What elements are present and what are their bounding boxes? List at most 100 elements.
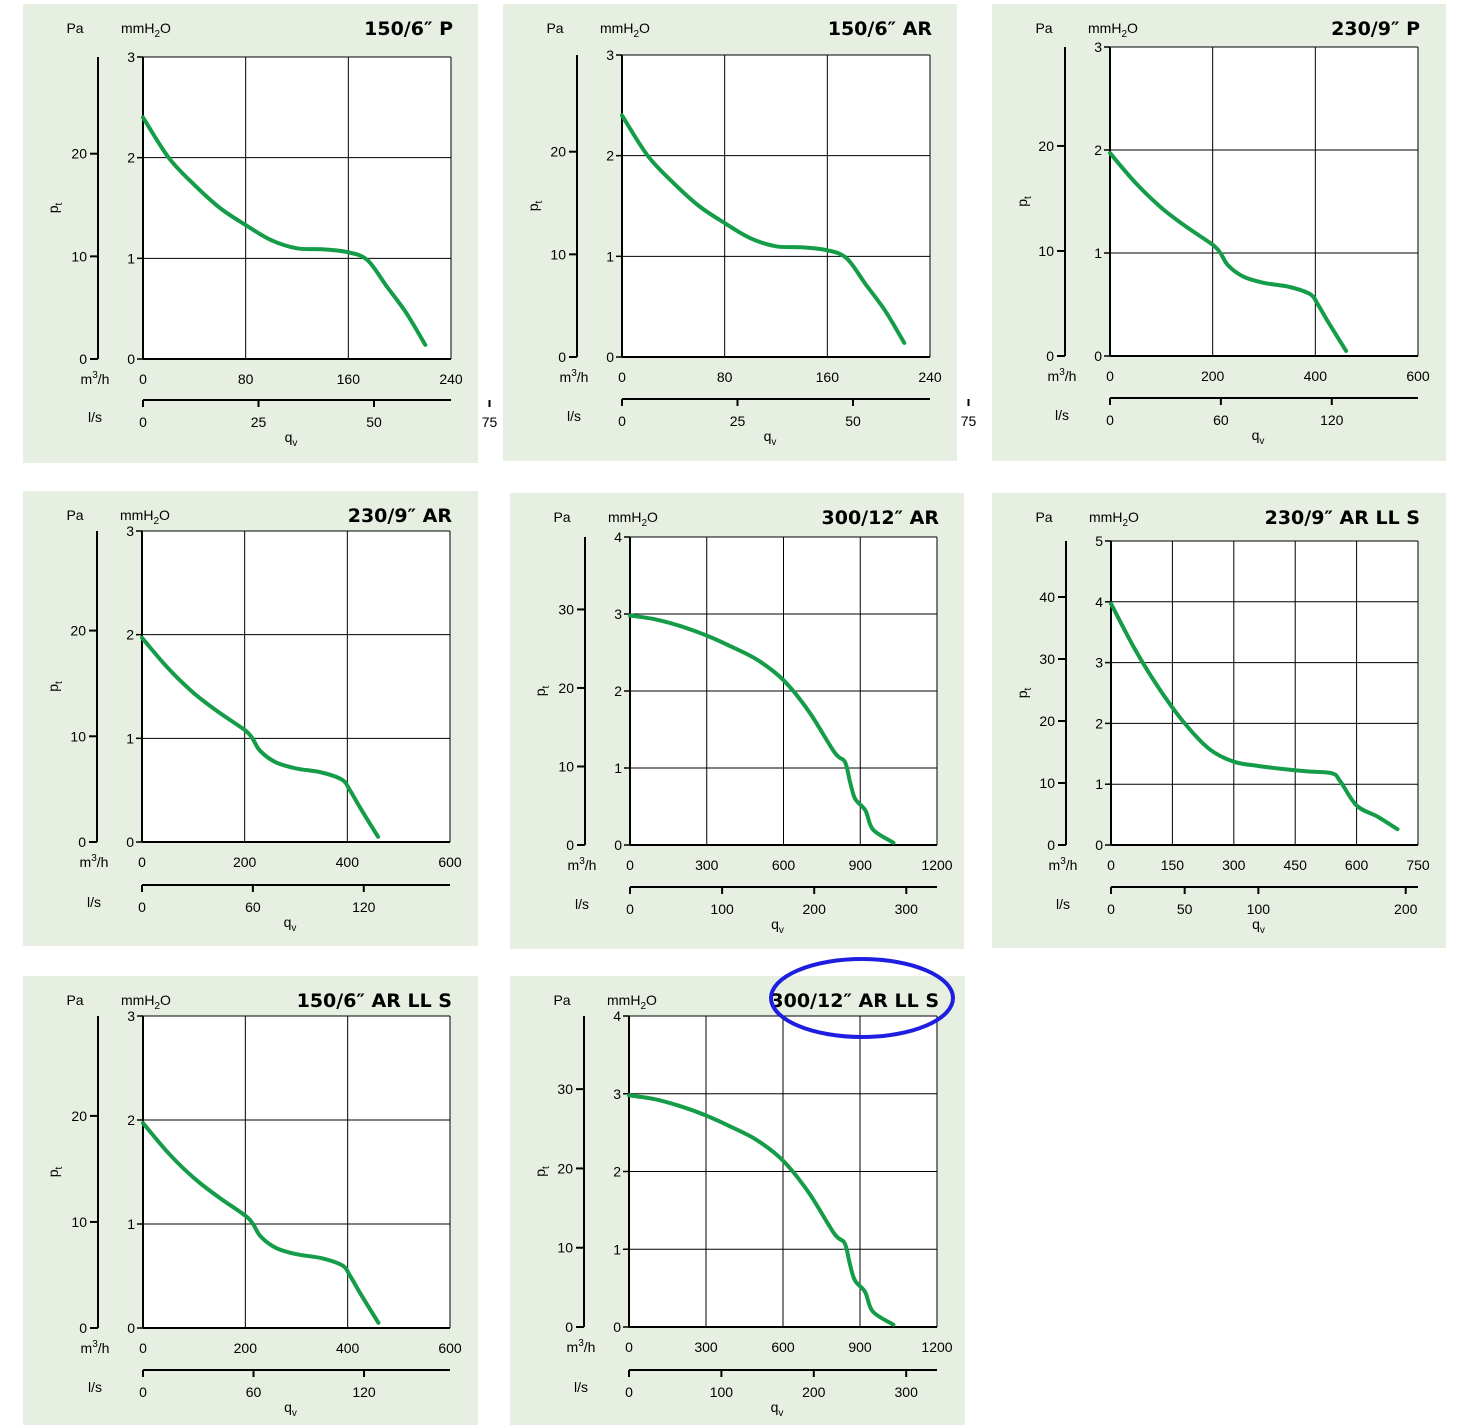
x-tick-label-m3h: 0 <box>139 371 147 387</box>
y-tick-label-mmh2o: 0 <box>126 834 134 850</box>
pa-tick-label: 40 <box>1039 589 1055 605</box>
qv-axis-label: qv <box>284 1399 297 1419</box>
m3h-unit-label: m3/h <box>567 1338 596 1355</box>
performance-curve <box>620 113 907 345</box>
ls-tick-label: 0 <box>618 413 626 429</box>
ls-tick-label: 60 <box>246 1384 262 1400</box>
x-tick-label-m3h: 150 <box>1161 857 1185 873</box>
performance-curve <box>1109 601 1400 832</box>
x-tick-label-m3h: 200 <box>233 854 257 870</box>
x-tick-label-m3h: 0 <box>1106 368 1114 384</box>
x-tick-label-m3h: 80 <box>717 369 733 385</box>
chart-title: 230/9″ P <box>1331 18 1420 40</box>
y-tick-label-mmh2o: 1 <box>613 1241 621 1257</box>
ls-tick-label: 200 <box>803 901 827 917</box>
mmh2o-unit-label: mmH2O <box>121 20 171 40</box>
chart-panel: 0 1 2 3 0 10 20 0 80 160 240 0 25 50 75 Pa mmH2O m3/h l/s q… <box>503 4 976 461</box>
pt-axis-label: pt <box>525 200 545 211</box>
pa-tick-label: 10 <box>550 246 566 262</box>
x-tick-label-m3h: 600 <box>771 1339 795 1355</box>
chart-title: 230/9″ AR LL S <box>1265 507 1420 529</box>
qv-axis-label: qv <box>771 1399 784 1419</box>
pt-axis-label: pt <box>532 1166 552 1177</box>
x-tick-label-m3h: 600 <box>438 1340 462 1356</box>
pa-tick-label: 30 <box>557 1081 573 1097</box>
qv-axis-label: qv <box>764 428 777 448</box>
pa-unit-label: Pa <box>66 992 83 1008</box>
pa-unit-label: Pa <box>1035 509 1052 525</box>
chart-title: 230/9″ AR <box>348 505 453 527</box>
x-tick-label-m3h: 600 <box>772 857 796 873</box>
y-tick-label-mmh2o: 4 <box>1095 594 1103 610</box>
chart-title: 300/12″ AR LL S <box>770 990 939 1012</box>
plot-area <box>143 1016 450 1328</box>
x-tick-label-m3h: 450 <box>1284 857 1308 873</box>
ls-tick-label: 75 <box>482 414 498 430</box>
ls-tick-label: 100 <box>1247 901 1271 917</box>
plot-area <box>1110 47 1418 356</box>
ls-tick-label: 0 <box>1106 412 1114 428</box>
plot-area <box>622 55 930 357</box>
chart-title: 150/6″ AR <box>828 18 933 40</box>
m3h-unit-label: m3/h <box>1049 856 1078 873</box>
x-tick-label-m3h: 240 <box>439 371 463 387</box>
y-tick-label-mmh2o: 1 <box>614 760 622 776</box>
qv-axis-label: qv <box>285 429 298 449</box>
chart-title: 300/12″ AR <box>822 507 940 529</box>
ls-tick-label: 300 <box>895 1384 919 1400</box>
y-tick-label-mmh2o: 5 <box>1095 533 1103 549</box>
m3h-unit-label: m3/h <box>568 856 597 873</box>
y-tick-label-mmh2o: 1 <box>1094 245 1102 261</box>
y-tick-label-mmh2o: 1 <box>126 730 134 746</box>
pt-axis-label: pt <box>532 685 552 696</box>
x-tick-label-m3h: 400 <box>1304 368 1328 384</box>
ls-tick-label: 200 <box>802 1384 826 1400</box>
y-tick-label-mmh2o: 2 <box>613 1164 621 1180</box>
pa-tick-label: 20 <box>550 144 566 160</box>
ls-unit-label: l/s <box>87 894 101 910</box>
x-tick-label-m3h: 400 <box>336 854 360 870</box>
pa-unit-label: Pa <box>546 20 563 36</box>
x-tick-label-m3h: 0 <box>138 854 146 870</box>
y-tick-label-mmh2o: 2 <box>614 683 622 699</box>
ls-unit-label: l/s <box>1055 407 1069 423</box>
mmh2o-unit-label: mmH2O <box>121 992 171 1012</box>
x-tick-label-m3h: 600 <box>438 854 462 870</box>
qv-axis-label: qv <box>1252 916 1265 936</box>
pa-unit-label: Pa <box>553 509 570 525</box>
pa-unit-label: Pa <box>1035 20 1052 36</box>
x-tick-label-m3h: 1200 <box>921 1339 952 1355</box>
pa-tick-label: 20 <box>1039 713 1055 729</box>
x-tick-label-m3h: 200 <box>234 1340 258 1356</box>
mmh2o-unit-label: mmH2O <box>608 509 658 529</box>
ls-unit-label: l/s <box>1056 896 1070 912</box>
ls-tick-label: 25 <box>251 414 267 430</box>
x-tick-label-m3h: 900 <box>848 1339 872 1355</box>
pa-tick-label: 10 <box>70 728 86 744</box>
ls-tick-label: 120 <box>1320 412 1344 428</box>
y-tick-label-mmh2o: 0 <box>1094 348 1102 364</box>
mmh2o-unit-label: mmH2O <box>1088 20 1138 40</box>
performance-curve <box>1108 151 1349 353</box>
pa-unit-label: Pa <box>553 992 570 1008</box>
pt-axis-label: pt <box>45 202 65 213</box>
ls-tick-label: 75 <box>961 413 977 429</box>
x-tick-label-m3h: 1200 <box>921 857 952 873</box>
pa-tick-label: 20 <box>71 1108 87 1124</box>
pa-unit-label: Pa <box>66 20 83 36</box>
mmh2o-unit-label: mmH2O <box>1089 509 1139 529</box>
ls-tick-label: 0 <box>1107 901 1115 917</box>
y-tick-label-mmh2o: 0 <box>1095 837 1103 853</box>
x-tick-label-m3h: 0 <box>618 369 626 385</box>
y-tick-label-mmh2o: 0 <box>614 837 622 853</box>
pa-tick-label: 20 <box>1038 138 1054 154</box>
chart-panel: 0 1 2 3 0 10 20 0 80 160 240 0 25 50 75 Pa mmH2O m3/h l/s q… <box>23 4 497 463</box>
plot-area <box>1111 541 1418 845</box>
y-tick-label-mmh2o: 1 <box>606 248 614 264</box>
x-tick-label-m3h: 240 <box>918 369 942 385</box>
ls-unit-label: l/s <box>88 409 102 425</box>
